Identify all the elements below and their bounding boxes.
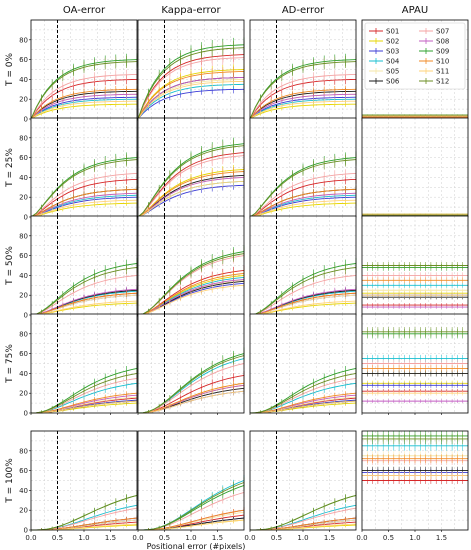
y-tick-label: 60 [19, 350, 28, 358]
y-tick-label: 60 [19, 154, 28, 162]
column-title: Kappa-error [161, 5, 221, 16]
row-label: T = 75% [5, 344, 15, 384]
x-tick-label: 1.5 [105, 534, 116, 542]
y-tick-label: 20 [19, 507, 28, 515]
y-tick-label: 20 [19, 194, 28, 202]
y-tick-label: 60 [19, 252, 28, 260]
row-label: T = 25% [5, 148, 15, 188]
legend-box [364, 22, 466, 90]
y-tick-label: 0 [24, 116, 28, 124]
legend-label: S07 [436, 28, 449, 36]
legend-label: S04 [386, 58, 400, 66]
legend-label: S02 [386, 38, 399, 46]
x-tick-label: 0.5 [159, 534, 170, 542]
y-tick-label: 80 [19, 134, 28, 142]
x-tick-label: 0.5 [383, 534, 394, 542]
legend-label: S12 [436, 78, 449, 86]
x-tick-label: 0.0 [244, 534, 255, 542]
x-tick-label: 1.0 [297, 534, 308, 542]
row-label: T = 0% [5, 53, 15, 87]
x-tick-label: 1.5 [436, 534, 447, 542]
x-tick-label: 0.0 [25, 534, 36, 542]
column-title: APAU [402, 5, 428, 16]
y-tick-label: 20 [19, 390, 28, 398]
legend-label: S11 [436, 68, 449, 76]
y-tick-label: 40 [19, 487, 28, 495]
legend-label: S09 [436, 48, 449, 56]
legend-label: S03 [386, 48, 399, 56]
x-tick-label: 0.5 [271, 534, 282, 542]
x-tick-label: 1.5 [212, 534, 223, 542]
row-label: T = 50% [5, 246, 15, 286]
y-tick-label: 80 [19, 447, 28, 455]
legend-label: S01 [386, 28, 399, 36]
y-tick-label: 40 [19, 76, 28, 84]
column-title: AD-error [282, 5, 325, 16]
x-tick-label: 0.0 [132, 534, 143, 542]
x-tick-label: 1.0 [185, 534, 196, 542]
legend-label: S10 [436, 58, 449, 66]
y-tick-label: 0 [24, 527, 28, 535]
legend-label: S06 [386, 78, 400, 86]
x-tick-label: 0.0 [356, 534, 367, 542]
x-tick-label: 1.5 [324, 534, 335, 542]
x-tick-label: 1.0 [409, 534, 420, 542]
y-tick-label: 20 [19, 292, 28, 300]
y-tick-label: 60 [19, 56, 28, 64]
y-tick-label: 40 [19, 174, 28, 182]
y-tick-label: 0 [24, 410, 28, 418]
x-axis-label: Positional error (#pixels) [147, 542, 246, 550]
y-tick-label: 60 [19, 467, 28, 475]
y-tick-label: 80 [19, 330, 28, 338]
row-label: T = 100% [5, 458, 15, 504]
y-tick-label: 20 [19, 96, 28, 104]
x-tick-label: 1.0 [78, 534, 89, 542]
y-tick-label: 40 [19, 370, 28, 378]
legend-label: S05 [386, 68, 399, 76]
x-tick-label: 0.5 [52, 534, 63, 542]
y-tick-label: 0 [24, 214, 28, 222]
y-tick-label: 40 [19, 272, 28, 280]
y-tick-label: 80 [19, 36, 28, 44]
legend-label: S08 [436, 38, 449, 46]
y-tick-label: 80 [19, 232, 28, 240]
y-tick-label: 0 [24, 312, 28, 320]
column-title: OA-error [63, 5, 106, 16]
